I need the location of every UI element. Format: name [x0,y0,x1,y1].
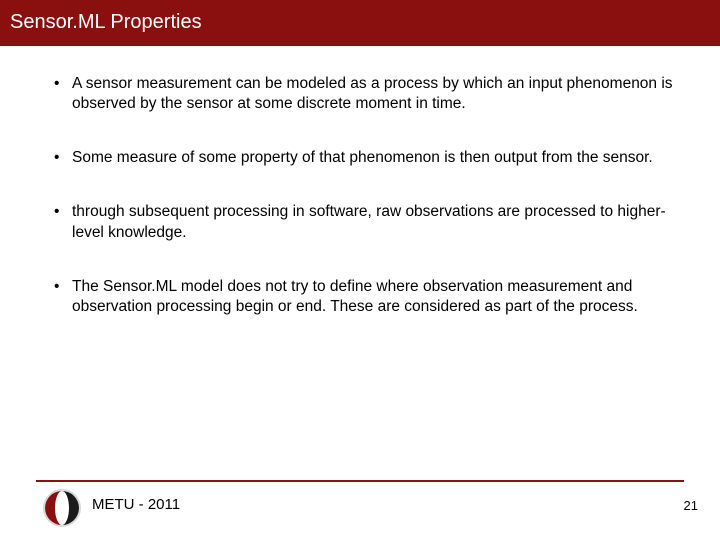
footer-text: METU - 2011 [92,496,180,513]
title-bar: Sensor.ML Properties [0,0,720,46]
bullet-item: through subsequent processing in softwar… [50,202,686,242]
metu-logo-icon [42,488,82,533]
page-number: 21 [684,498,698,513]
footer: METU - 2011 21 [0,480,720,530]
footer-divider [36,480,684,482]
content-area: A sensor measurement can be modeled as a… [0,46,720,317]
bullet-list: A sensor measurement can be modeled as a… [50,74,686,317]
bullet-item: The Sensor.ML model does not try to defi… [50,277,686,317]
bullet-item: Some measure of some property of that ph… [50,148,686,168]
logo-center-gap [55,491,69,525]
slide-title: Sensor.ML Properties [10,11,202,33]
bullet-item: A sensor measurement can be modeled as a… [50,74,686,114]
slide: Sensor.ML Properties A sensor measuremen… [0,0,720,540]
